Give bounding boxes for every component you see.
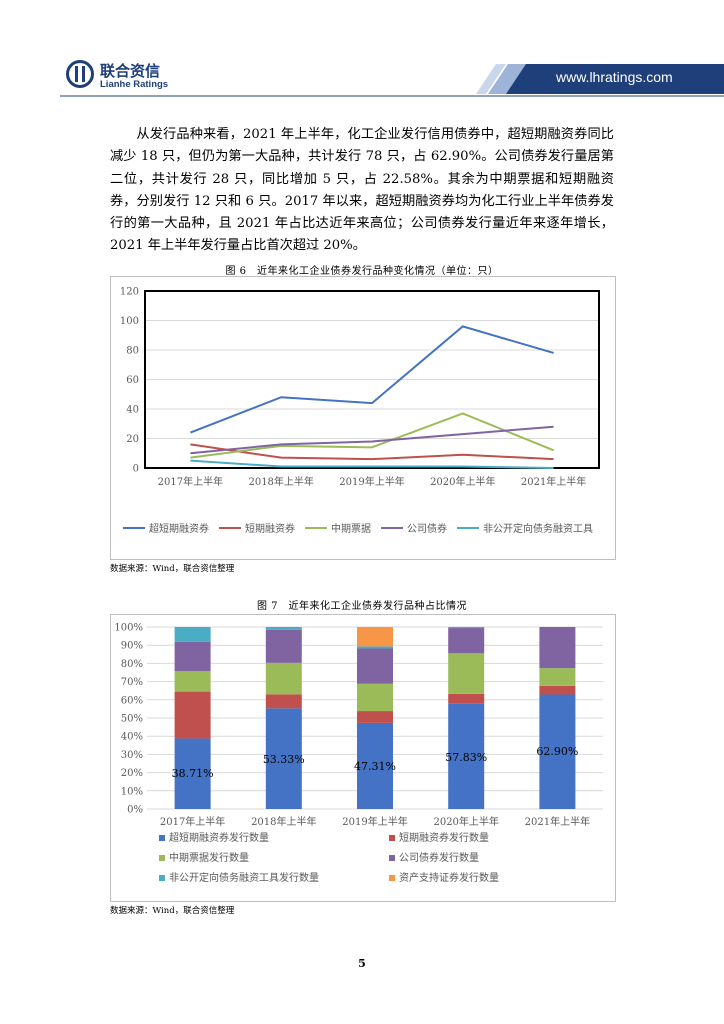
x-tick-label: 2017年上半年 bbox=[160, 815, 225, 828]
y-tick-label: 20% bbox=[121, 768, 143, 779]
bar-segment bbox=[174, 641, 211, 672]
figure6-source: 数据来源：Wind，联合资信整理 bbox=[110, 564, 235, 574]
legend-label: 超短期融资券 bbox=[149, 522, 209, 535]
data-label: 47.31% bbox=[354, 760, 396, 773]
x-tick-label: 2021年上半年 bbox=[521, 475, 586, 488]
bar-segment bbox=[448, 703, 485, 809]
body-text: 从发行品种来看，2021 年上半年，化工企业发行信用债券中，超短期融资券同比减少… bbox=[110, 127, 614, 254]
bar-segment bbox=[357, 722, 393, 809]
data-label: 57.83% bbox=[445, 751, 487, 764]
bar-segment bbox=[265, 629, 302, 663]
y-tick-label: 50% bbox=[121, 714, 143, 725]
y-tick-label: 30% bbox=[121, 750, 143, 761]
bar-segment bbox=[357, 626, 393, 647]
y-tick-label: 100 bbox=[120, 316, 139, 327]
figure6-caption: 图 6 近年来化工企业债券发行品种变化情况（单位：只） bbox=[225, 266, 499, 277]
y-tick-label: 100% bbox=[114, 623, 143, 634]
bar-segment bbox=[448, 626, 485, 629]
y-tick-label: 0 bbox=[133, 464, 139, 475]
bar-segment bbox=[539, 694, 576, 809]
legend-label: 中期票据发行数量 bbox=[169, 851, 249, 864]
x-tick-label: 2019年上半年 bbox=[339, 475, 404, 488]
legend-label: 超短期融资券发行数量 bbox=[169, 831, 269, 844]
series-line bbox=[190, 412, 554, 459]
bar-segment bbox=[357, 646, 393, 649]
figure7-caption: 图 7 近年来化工企业债券发行品种占比情况 bbox=[256, 601, 468, 612]
bar-segment bbox=[265, 708, 302, 809]
y-tick-label: 70% bbox=[121, 677, 143, 688]
legend-label: 短期融资券发行数量 bbox=[399, 831, 489, 844]
bar-segment bbox=[357, 711, 393, 723]
legend-label: 资产支持证券发行数量 bbox=[399, 871, 499, 884]
series-line bbox=[190, 425, 554, 455]
bar-segment bbox=[174, 691, 211, 739]
series-line bbox=[190, 325, 554, 434]
x-tick-label: 2020年上半年 bbox=[433, 815, 498, 828]
lianhe-logo-icon bbox=[66, 60, 94, 88]
bar-segment bbox=[539, 668, 576, 686]
y-tick-label: 80% bbox=[121, 659, 143, 670]
legend-swatch bbox=[159, 875, 165, 881]
y-tick-label: 120 bbox=[120, 287, 139, 298]
bar-segment bbox=[357, 648, 393, 684]
y-tick-label: 20 bbox=[126, 434, 139, 445]
figure6-chart-frame: 0 20 40 60 80 100 120 2017年上半年 2018年上半年 2019年上半年 2… bbox=[110, 276, 616, 560]
bar-segment bbox=[448, 653, 485, 694]
stacked-bar-chart: 0% 10% 20% 30% 40% 50% 60% 70% 80% 90% 100% 2017年上半… bbox=[114, 623, 603, 884]
bar-segment bbox=[357, 683, 393, 712]
x-tick-label: 2019年上半年 bbox=[342, 815, 407, 828]
brand-name-cn: 联合资信 bbox=[100, 62, 161, 80]
legend-swatch bbox=[389, 835, 395, 841]
body-paragraph: 从发行品种来看，2021 年上半年，化工企业发行信用债券中，超短期融资券同比减少… bbox=[110, 124, 614, 258]
y-tick-label: 0% bbox=[127, 805, 143, 816]
bar-segment bbox=[174, 738, 211, 809]
y-tick-label: 60 bbox=[126, 375, 139, 386]
legend-swatch bbox=[159, 835, 165, 841]
legend-swatch bbox=[389, 855, 395, 861]
bar-segment bbox=[174, 671, 211, 692]
bar-segment bbox=[265, 627, 302, 630]
bar-segment bbox=[174, 626, 211, 642]
x-tick-label: 2018年上半年 bbox=[248, 475, 313, 488]
y-tick-label: 90% bbox=[121, 641, 143, 652]
legend-label: 公司债券 bbox=[407, 522, 447, 535]
y-tick-label: 40% bbox=[121, 732, 143, 743]
legend-swatch bbox=[159, 855, 165, 861]
website-url: www.lhratings.com bbox=[556, 69, 673, 85]
legend-label: 非公开定向债务融资工具 bbox=[483, 522, 593, 535]
legend-swatch bbox=[389, 875, 395, 881]
y-tick-label: 60% bbox=[121, 695, 143, 706]
bar-segment bbox=[539, 627, 576, 669]
bar-segment bbox=[539, 685, 576, 695]
figure7-source: 数据来源：Wind，联合资信整理 bbox=[110, 906, 235, 916]
legend-label: 非公开定向债务融资工具发行数量 bbox=[169, 871, 319, 884]
legend-label: 短期融资券 bbox=[245, 522, 295, 535]
x-tick-label: 2021年上半年 bbox=[525, 815, 590, 828]
bar-segment bbox=[265, 694, 302, 709]
legend-label: 公司债券发行数量 bbox=[399, 851, 479, 864]
x-tick-label: 2018年上半年 bbox=[251, 815, 316, 828]
x-tick-label: 2020年上半年 bbox=[430, 475, 495, 488]
data-label: 62.90% bbox=[536, 745, 578, 758]
legend-label: 中期票据 bbox=[331, 522, 371, 535]
page-number: 5 bbox=[358, 957, 366, 970]
series-line bbox=[190, 443, 554, 461]
line-chart: 0 20 40 60 80 100 120 2017年上半年 2018年上半年 2019年上半年 2… bbox=[120, 287, 600, 535]
page-header: 联合资信 Lianhe Ratings www.lhratings.com bbox=[0, 0, 724, 100]
bar-segment bbox=[448, 628, 485, 654]
bar-segment bbox=[448, 693, 485, 704]
brand-name-en: Lianhe Ratings bbox=[100, 79, 169, 90]
data-label: 53.33% bbox=[263, 753, 305, 766]
y-tick-label: 10% bbox=[121, 786, 143, 797]
y-tick-label: 80 bbox=[126, 346, 139, 357]
header-banner bbox=[60, 64, 724, 97]
bar-segment bbox=[265, 662, 302, 695]
y-tick-label: 40 bbox=[126, 405, 139, 416]
x-tick-label: 2017年上半年 bbox=[158, 475, 223, 488]
figure7-chart-frame: 0% 10% 20% 30% 40% 50% 60% 70% 80% 90% 100% 2017年上半… bbox=[110, 614, 616, 902]
series-line bbox=[190, 459, 554, 469]
plot-area-border bbox=[144, 290, 600, 469]
data-label: 38.71% bbox=[172, 767, 214, 780]
